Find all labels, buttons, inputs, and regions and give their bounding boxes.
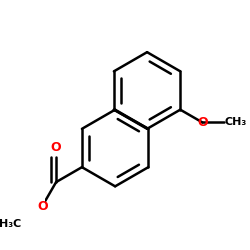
Text: O: O (37, 200, 48, 212)
Text: O: O (51, 141, 62, 154)
Text: O: O (197, 116, 208, 129)
Text: CH₃: CH₃ (225, 118, 247, 128)
Text: H₃C: H₃C (0, 220, 21, 230)
